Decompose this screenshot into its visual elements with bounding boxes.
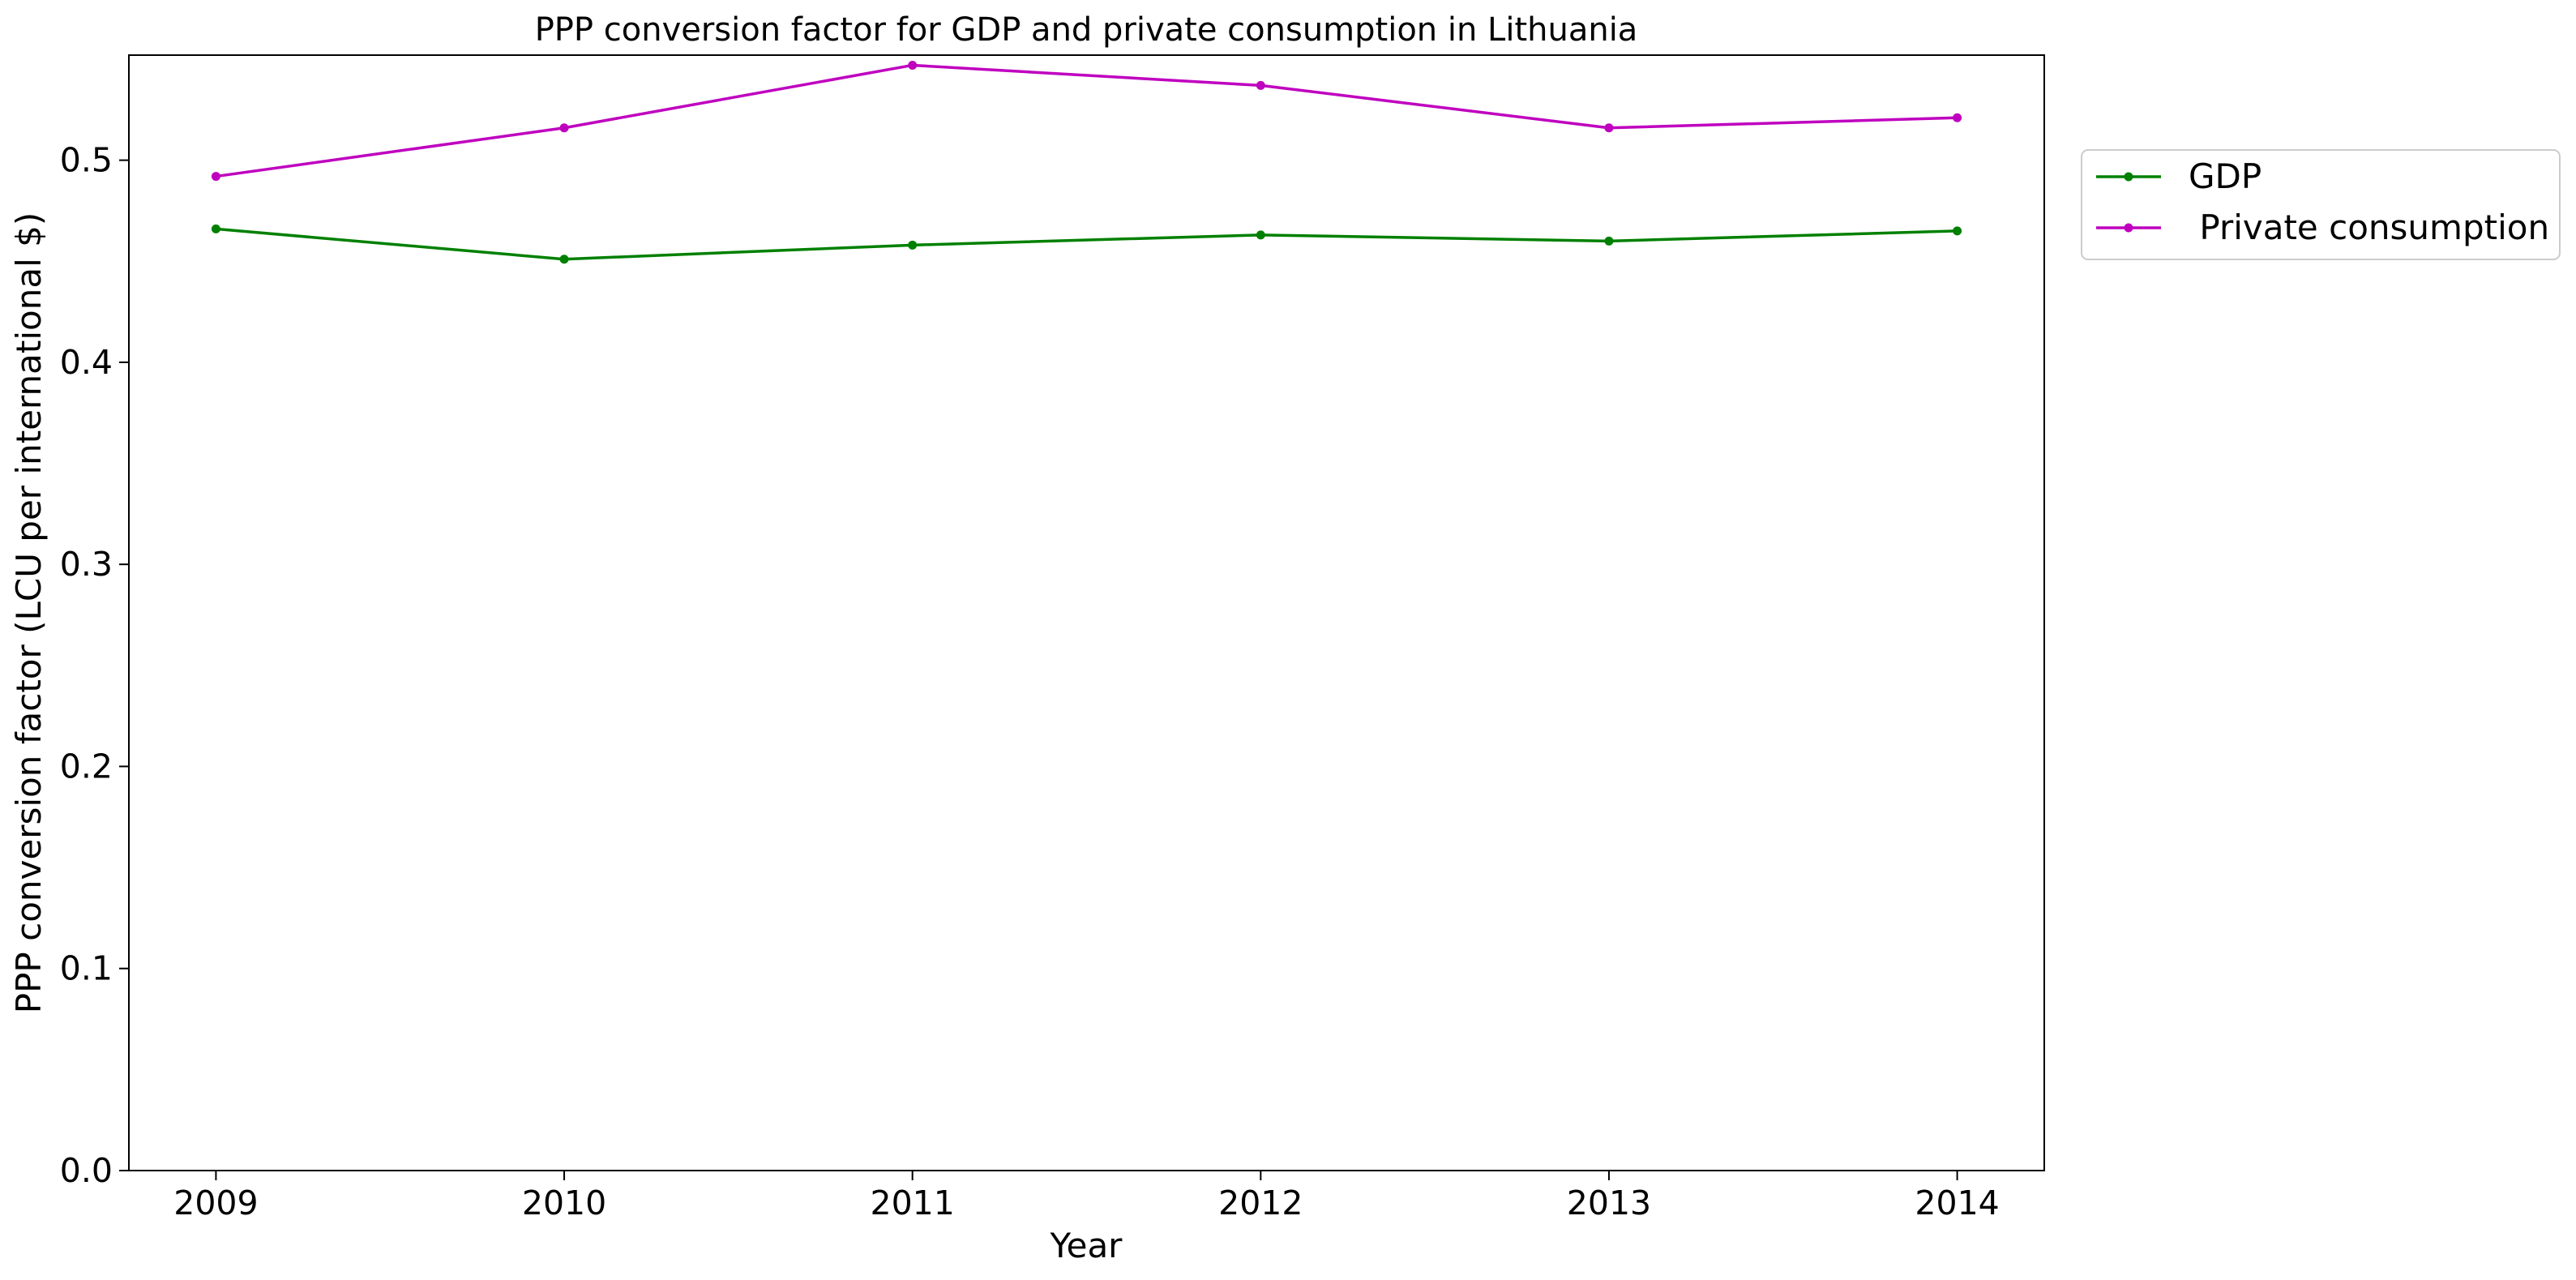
data-point <box>1953 226 1962 236</box>
legend-label: GDP <box>2189 156 2261 196</box>
x-tick-label: 2014 <box>1915 1184 1999 1222</box>
y-tick-label: 0.4 <box>60 343 113 382</box>
series-layer <box>211 60 1962 264</box>
data-point <box>1953 113 1962 122</box>
x-tick-label: 2012 <box>1218 1184 1303 1222</box>
y-axis: 0.0 0.1 0.2 0.3 0.4 0.5 <box>60 141 129 1190</box>
y-axis-label: PPP conversion factor (LCU per internati… <box>9 212 49 1013</box>
y-tick-label: 0.2 <box>60 747 113 786</box>
data-point <box>211 224 220 233</box>
data-point <box>559 255 569 264</box>
data-point <box>908 60 918 70</box>
legend-swatch-marker <box>2124 223 2133 233</box>
data-point <box>1604 123 1614 133</box>
series-line-private-consumption <box>216 63 1958 178</box>
x-axis: 2009 2010 2011 2012 2013 2014 <box>173 1171 2000 1222</box>
x-tick-label: 2009 <box>173 1184 258 1222</box>
legend-label: Private consumption <box>2189 208 2549 247</box>
series-line-gdp <box>216 227 1958 261</box>
legend-box <box>2081 149 2561 260</box>
x-axis-label: Year <box>1050 1226 1123 1265</box>
data-point <box>559 123 569 133</box>
x-tick-label: 2010 <box>522 1184 606 1222</box>
data-point <box>1256 230 1265 240</box>
legend-swatch-marker <box>2124 172 2133 182</box>
x-tick-label: 2013 <box>1567 1184 1651 1222</box>
x-tick-label: 2011 <box>871 1184 955 1222</box>
chart-title: PPP conversion factor for GDP and privat… <box>535 11 1638 49</box>
data-point <box>1256 80 1265 90</box>
legend: GDP Private consumption <box>2081 149 2561 260</box>
data-point <box>908 240 918 250</box>
y-tick-label: 0.3 <box>60 545 113 584</box>
y-tick-label: 0.0 <box>60 1151 113 1190</box>
data-point <box>211 172 220 182</box>
y-tick-label: 0.1 <box>60 949 113 988</box>
plot-area-frame <box>128 54 2045 1171</box>
data-point <box>1604 236 1614 246</box>
y-tick-label: 0.5 <box>60 141 113 180</box>
